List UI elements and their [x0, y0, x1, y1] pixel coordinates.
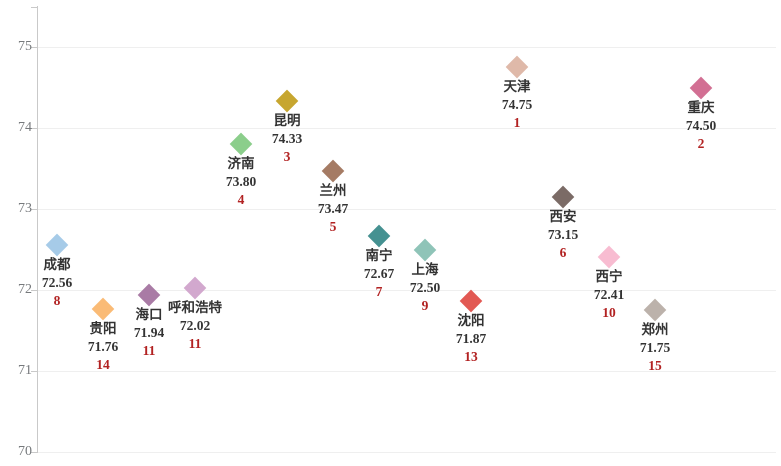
- y-axis-tick-label: 71: [18, 363, 32, 378]
- point-rank-label: 11: [142, 342, 156, 358]
- y-axis-end-tick: [31, 6, 37, 8]
- diamond-marker[interactable]: [275, 89, 299, 113]
- diamond-marker[interactable]: [367, 224, 391, 248]
- point-value-label: 73.15: [547, 226, 579, 242]
- point-value-label: 74.75: [501, 97, 533, 113]
- y-axis-tick-label: 74: [18, 120, 32, 135]
- point-value-label: 71.76: [87, 339, 119, 355]
- point-city-label: 海口: [135, 306, 163, 322]
- point-city-label: 呼和浩特: [168, 300, 222, 316]
- y-axis-tick-label: 75: [18, 39, 32, 54]
- point-value-label: 73.80: [225, 174, 257, 190]
- point-value-label: 72.67: [363, 265, 395, 281]
- point-rank-label: 14: [96, 357, 110, 373]
- point-rank-label: 6: [559, 244, 567, 260]
- point-rank-label: 10: [602, 304, 616, 320]
- point-city-label: 西安: [549, 208, 577, 224]
- point-value-label: 74.50: [685, 117, 717, 133]
- point-city-label: 天津: [503, 79, 531, 95]
- gridline: [38, 290, 776, 291]
- y-axis-line: [37, 6, 38, 453]
- point-city-label: 郑州: [641, 322, 669, 338]
- diamond-marker[interactable]: [459, 289, 483, 312]
- point-rank-label: 5: [329, 218, 337, 234]
- point-city-label: 成都: [43, 256, 71, 272]
- y-axis-tick-label: 72: [18, 282, 32, 297]
- point-rank-label: 1: [513, 115, 521, 131]
- point-city-label: 重庆: [687, 99, 715, 115]
- y-axis-tick-label: 73: [18, 201, 32, 216]
- point-city-label: 昆明: [273, 113, 301, 129]
- diamond-marker[interactable]: [597, 245, 621, 269]
- diamond-marker[interactable]: [229, 132, 253, 156]
- gridline: [38, 371, 776, 372]
- diamond-marker[interactable]: [551, 185, 575, 209]
- diamond-marker[interactable]: [45, 233, 69, 256]
- y-axis-tick: [31, 128, 37, 129]
- point-value-label: 71.94: [133, 324, 165, 340]
- point-city-label: 济南: [227, 156, 255, 172]
- point-value-label: 73.47: [317, 200, 349, 216]
- diamond-marker[interactable]: [91, 298, 115, 321]
- point-value-label: 72.41: [593, 286, 625, 302]
- point-city-label: 上海: [411, 261, 439, 277]
- diamond-marker[interactable]: [413, 238, 437, 261]
- diamond-marker[interactable]: [321, 159, 345, 183]
- point-rank-label: 8: [53, 292, 61, 308]
- y-axis-tick: [31, 290, 37, 291]
- point-value-label: 71.75: [639, 340, 671, 356]
- point-value-label: 72.02: [179, 318, 211, 334]
- point-city-label: 贵阳: [89, 321, 117, 337]
- point-value-label: 72.56: [41, 274, 73, 290]
- point-city-label: 兰州: [319, 182, 347, 198]
- y-axis-tick-label: 70: [18, 444, 32, 459]
- point-rank-label: 3: [283, 149, 291, 165]
- diamond-marker[interactable]: [137, 283, 161, 307]
- point-rank-label: 13: [464, 348, 478, 364]
- point-city-label: 南宁: [365, 247, 393, 263]
- point-rank-label: 9: [421, 297, 429, 313]
- point-value-label: 71.87: [455, 330, 487, 346]
- point-rank-label: 4: [237, 192, 245, 208]
- y-axis-tick: [31, 452, 37, 453]
- point-city-label: 西宁: [595, 268, 623, 284]
- gridline: [38, 47, 776, 48]
- gridline: [38, 209, 776, 210]
- y-axis-tick: [31, 209, 37, 210]
- diamond-marker[interactable]: [183, 277, 207, 300]
- point-value-label: 74.33: [271, 131, 303, 147]
- diamond-marker[interactable]: [643, 298, 667, 322]
- point-rank-label: 15: [648, 358, 662, 374]
- point-value-label: 72.50: [409, 279, 441, 295]
- gridline: [38, 128, 776, 129]
- point-city-label: 沈阳: [457, 312, 485, 328]
- point-rank-label: 2: [697, 135, 705, 151]
- point-rank-label: 11: [188, 336, 202, 352]
- diamond-marker[interactable]: [689, 76, 713, 99]
- diamond-marker[interactable]: [505, 55, 529, 79]
- y-axis-tick: [31, 47, 37, 48]
- y-axis-tick: [31, 371, 37, 372]
- point-rank-label: 7: [375, 283, 383, 299]
- gridline: [38, 452, 776, 453]
